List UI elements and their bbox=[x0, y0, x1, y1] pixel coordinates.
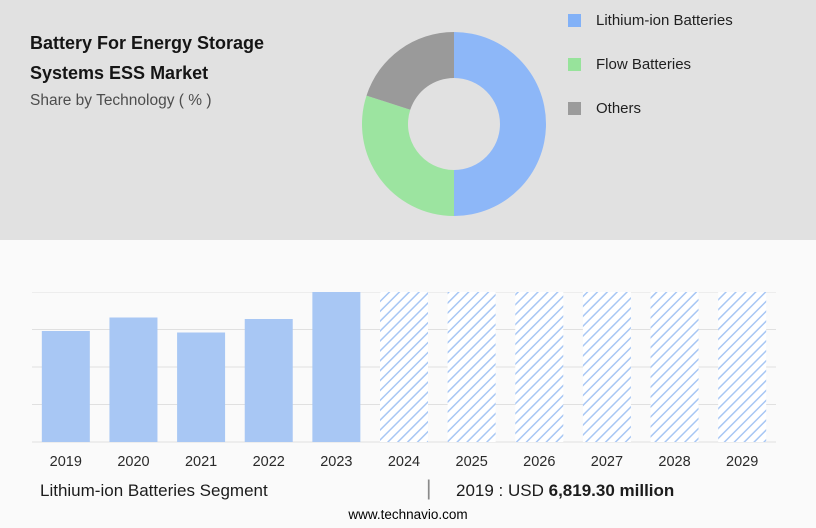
svg-text:2019: 2019 bbox=[50, 454, 82, 470]
legend-item-flow: Flow Batteries bbox=[568, 56, 733, 73]
svg-text:2021: 2021 bbox=[185, 454, 217, 470]
legend-label: Flow Batteries bbox=[596, 56, 692, 73]
value-prefix: 2019 : USD bbox=[456, 481, 544, 500]
donut-chart bbox=[352, 22, 556, 226]
legend-swatch-others bbox=[568, 102, 581, 115]
page-title: Battery For Energy Storage Systems ESS M… bbox=[30, 33, 265, 83]
bar-chart: 2019 2020 2021 2022 2023 2024 2025 2026 2027 2028… bbox=[32, 291, 784, 482]
legend-swatch-lithium bbox=[568, 14, 581, 27]
svg-text:2026: 2026 bbox=[523, 454, 555, 470]
value-amount: 6,819.30 million bbox=[548, 481, 675, 500]
website-link[interactable]: www.technavio.com bbox=[348, 507, 468, 522]
svg-text:2024: 2024 bbox=[388, 454, 420, 470]
legend-item-others: Others bbox=[568, 100, 733, 117]
legend-label: Lithium-ion Batteries bbox=[596, 12, 733, 29]
caption-divider: | bbox=[426, 477, 432, 500]
page-subtitle: Share by Technology ( % ) bbox=[30, 92, 212, 109]
legend-swatch-flow bbox=[568, 58, 581, 71]
svg-text:2020: 2020 bbox=[117, 454, 149, 470]
legend-item-lithium: Lithium-ion Batteries bbox=[568, 12, 733, 29]
legend-label: Others bbox=[596, 100, 642, 117]
svg-text:2027: 2027 bbox=[591, 454, 623, 470]
svg-text:2022: 2022 bbox=[253, 454, 285, 470]
svg-text:2025: 2025 bbox=[456, 454, 488, 470]
chart-legend: Lithium-ion Batteries Flow Batteries Oth… bbox=[568, 12, 733, 144]
caption-row: Lithium-ion Batteries Segment | 2019 : U… bbox=[0, 477, 816, 505]
svg-text:2023: 2023 bbox=[320, 454, 352, 470]
svg-text:2029: 2029 bbox=[726, 454, 758, 470]
svg-text:2028: 2028 bbox=[658, 454, 690, 470]
segment-label: Lithium-ion Batteries Segment bbox=[40, 481, 268, 500]
header-panel: Battery For Energy Storage Systems ESS M… bbox=[0, 0, 816, 240]
segment-value: 2019 : USD 6,819.30 million bbox=[456, 481, 674, 501]
